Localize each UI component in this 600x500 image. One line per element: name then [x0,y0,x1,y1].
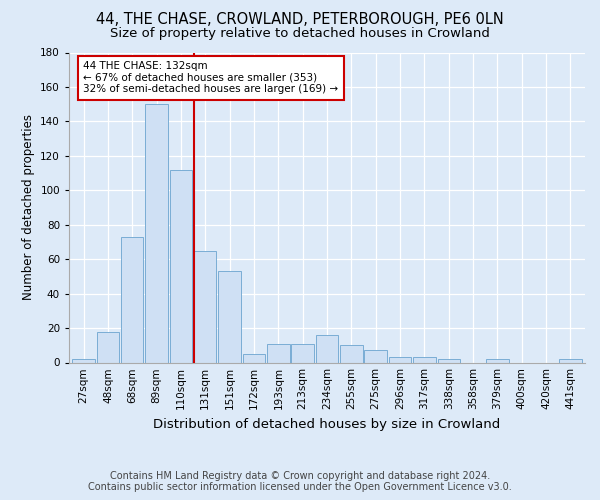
Bar [218,271,241,362]
Bar [121,237,143,362]
Bar [170,170,192,362]
Bar [486,359,509,362]
Bar [413,358,436,362]
Bar [364,350,387,362]
Bar [243,354,265,362]
Bar [97,332,119,362]
Bar [292,344,314,362]
Text: 44 THE CHASE: 132sqm
← 67% of detached houses are smaller (353)
32% of semi-deta: 44 THE CHASE: 132sqm ← 67% of detached h… [83,61,338,94]
Bar [73,359,95,362]
X-axis label: Distribution of detached houses by size in Crowland: Distribution of detached houses by size … [154,418,500,431]
Bar [194,250,217,362]
Y-axis label: Number of detached properties: Number of detached properties [22,114,35,300]
Bar [316,335,338,362]
Bar [145,104,168,362]
Bar [267,344,290,362]
Text: 44, THE CHASE, CROWLAND, PETERBOROUGH, PE6 0LN: 44, THE CHASE, CROWLAND, PETERBOROUGH, P… [96,12,504,28]
Bar [340,346,362,362]
Text: Size of property relative to detached houses in Crowland: Size of property relative to detached ho… [110,28,490,40]
Bar [437,359,460,362]
Text: Contains HM Land Registry data © Crown copyright and database right 2024.
Contai: Contains HM Land Registry data © Crown c… [88,471,512,492]
Bar [559,359,581,362]
Bar [389,358,411,362]
